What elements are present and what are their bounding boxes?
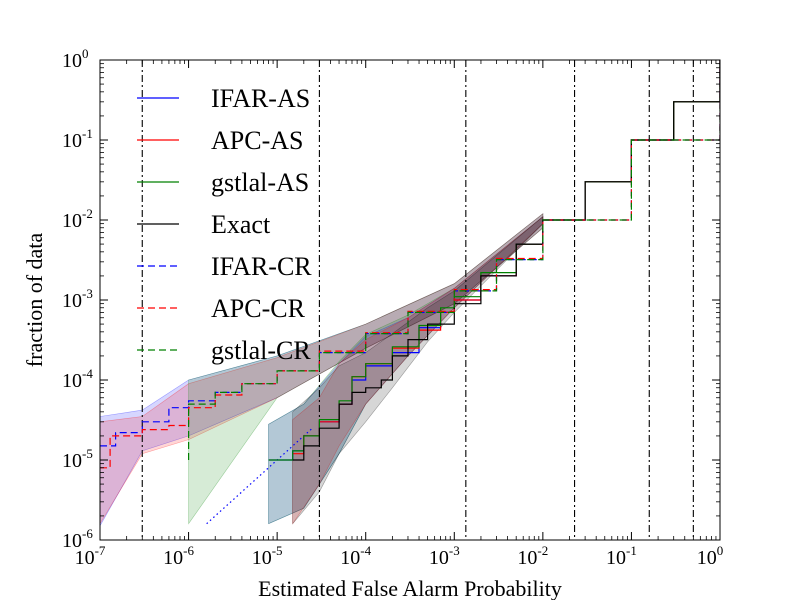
dotted-reference-line xyxy=(206,427,313,525)
x-tick-label: 10-4 xyxy=(340,543,371,569)
x-tick-exponent: -5 xyxy=(272,543,283,558)
legend-label-apc-as: APC-AS xyxy=(211,126,303,155)
legend-label-gstlal-cr: gstlal-CR xyxy=(211,336,311,365)
legend-label-apc-cr: APC-CR xyxy=(211,294,306,323)
x-tick-label: 10-1 xyxy=(606,543,637,569)
x-tick-label: 10-6 xyxy=(163,543,194,569)
x-tick-exponent: -2 xyxy=(537,543,548,558)
legend: IFAR-AS APC-AS gstlal-AS Exact IFAR-CR APC-CR… xyxy=(137,84,312,365)
y-axis-title: fraction of data xyxy=(22,233,47,368)
legend-label-ifar-cr: IFAR-CR xyxy=(211,252,312,281)
legend-label-ifar-as: IFAR-AS xyxy=(211,84,310,113)
series-line-exact xyxy=(292,60,720,461)
x-tick-label: 100 xyxy=(697,543,724,569)
y-tick-exponent: -1 xyxy=(82,126,93,141)
series-line-gstlal-cr xyxy=(188,60,720,460)
x-tick-label: 10-5 xyxy=(252,543,283,569)
x-axis-title: Estimated False Alarm Probability xyxy=(258,576,562,600)
x-tick-exponent: -3 xyxy=(449,543,460,558)
x-tick-exponent: -4 xyxy=(360,543,371,558)
y-tick-exponent: -2 xyxy=(82,206,93,221)
y-tick-label: 10-5 xyxy=(62,446,93,472)
y-tick-label: 10-3 xyxy=(62,286,93,312)
y-tick-label: 100 xyxy=(62,46,89,72)
series-lines xyxy=(100,60,720,525)
y-tick-exponent: -3 xyxy=(82,286,93,301)
as-red-band xyxy=(292,216,544,525)
y-tick-exponent: -5 xyxy=(82,446,93,461)
y-tick-exponent: 0 xyxy=(82,46,89,61)
confidence-bands xyxy=(100,213,544,527)
y-tick-label: 10-4 xyxy=(62,366,93,392)
x-tick-exponent: 0 xyxy=(717,543,724,558)
x-tick-exponent: -7 xyxy=(95,543,106,558)
x-tick-label: 10-3 xyxy=(429,543,460,569)
x-tick-label: 10-2 xyxy=(517,543,548,569)
reference-vertical-lines xyxy=(141,60,694,540)
legend-label-gstlal-as: gstlal-AS xyxy=(211,168,309,197)
y-tick-label: 10-1 xyxy=(62,126,93,152)
y-tick-exponent: -4 xyxy=(82,366,93,381)
axis-ticks: 10-7 10-6 10-5 10-4 10-3 10-2 10-1 10010-610-51… xyxy=(62,46,723,569)
x-tick-exponent: -1 xyxy=(626,543,637,558)
x-tick-exponent: -6 xyxy=(183,543,194,558)
y-tick-label: 10-2 xyxy=(62,206,93,232)
y-tick-exponent: -6 xyxy=(82,526,93,541)
legend-label-exact: Exact xyxy=(211,210,271,239)
exact-band xyxy=(292,216,544,525)
